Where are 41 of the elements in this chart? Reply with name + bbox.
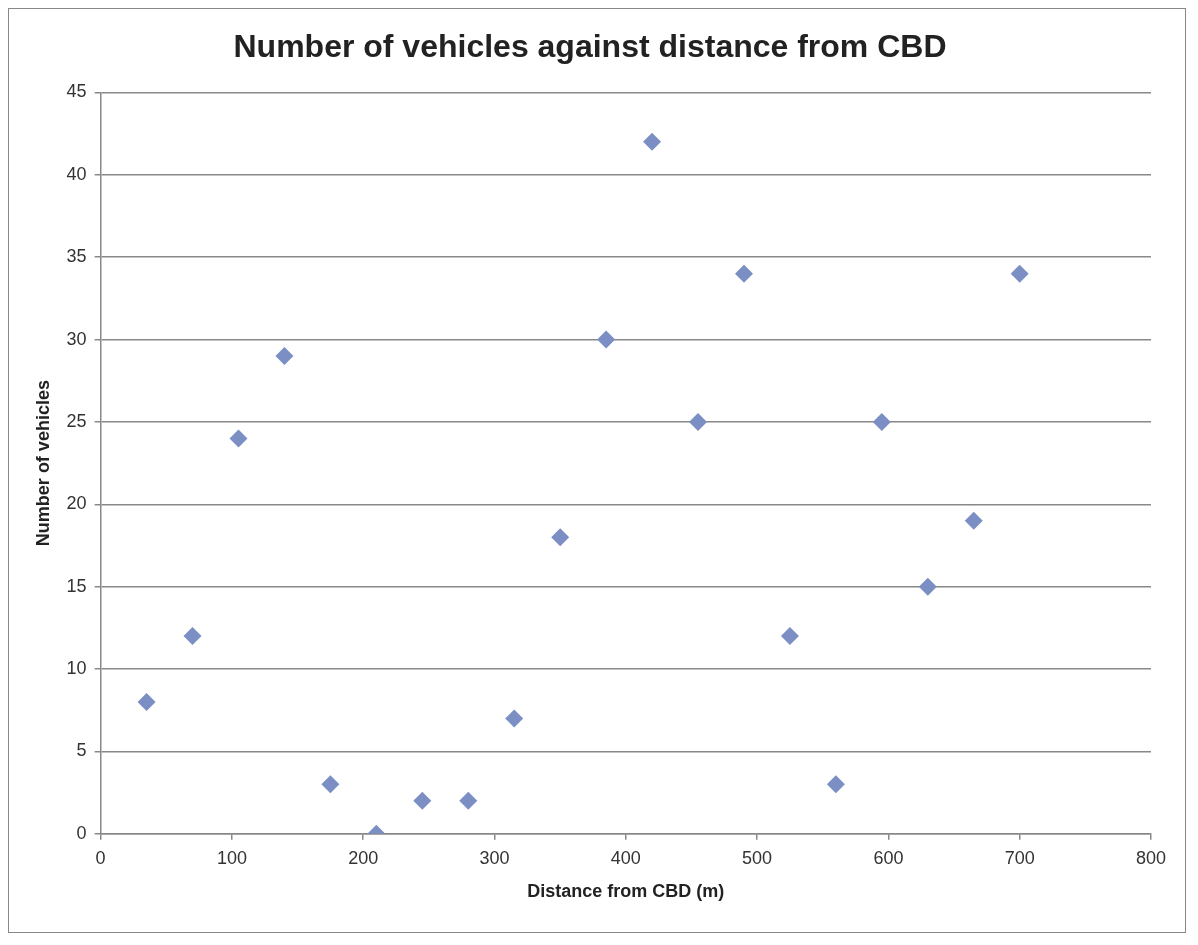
point xyxy=(780,627,799,646)
y-tick-label: 20 xyxy=(66,493,87,514)
point xyxy=(413,791,432,810)
x-tick-label: 100 xyxy=(216,847,247,868)
y-tick-label: 0 xyxy=(76,822,87,843)
point xyxy=(183,627,202,646)
y-tick-label: 10 xyxy=(66,658,87,679)
y-tick-label: 30 xyxy=(66,328,87,349)
point xyxy=(137,693,156,711)
x-axis-title: Distance from CBD (m) xyxy=(527,881,725,902)
point xyxy=(321,775,340,794)
point xyxy=(597,330,616,349)
x-tick-label: 200 xyxy=(348,847,379,868)
y-tick-label: 15 xyxy=(66,575,87,596)
x-tick-label: 800 xyxy=(1135,847,1167,868)
point xyxy=(275,347,294,366)
point xyxy=(1010,264,1029,283)
point xyxy=(551,528,570,547)
point xyxy=(505,709,524,728)
point xyxy=(229,429,248,448)
x-tick-label: 300 xyxy=(479,847,510,868)
x-tick-label: 700 xyxy=(1004,847,1035,868)
point xyxy=(964,511,983,530)
chart-title: Number of vehicles against distance from CBD xyxy=(233,28,947,65)
point xyxy=(734,264,753,283)
y-axis-title: Number of vehicles xyxy=(32,380,53,547)
y-tick-label: 45 xyxy=(66,81,87,102)
point xyxy=(826,775,845,794)
point xyxy=(689,412,708,431)
point xyxy=(918,577,937,596)
point xyxy=(459,791,478,810)
y-tick-label: 5 xyxy=(76,740,87,761)
x-tick-label: 400 xyxy=(610,847,641,868)
y-tick-label: 40 xyxy=(66,163,87,184)
point xyxy=(643,132,662,151)
x-tick-label: 0 xyxy=(95,847,106,868)
y-tick-label: 35 xyxy=(66,246,87,267)
point xyxy=(872,412,891,431)
y-tick-label: 25 xyxy=(66,410,87,431)
x-tick-label: 600 xyxy=(873,847,904,868)
x-tick-label: 500 xyxy=(742,847,773,868)
